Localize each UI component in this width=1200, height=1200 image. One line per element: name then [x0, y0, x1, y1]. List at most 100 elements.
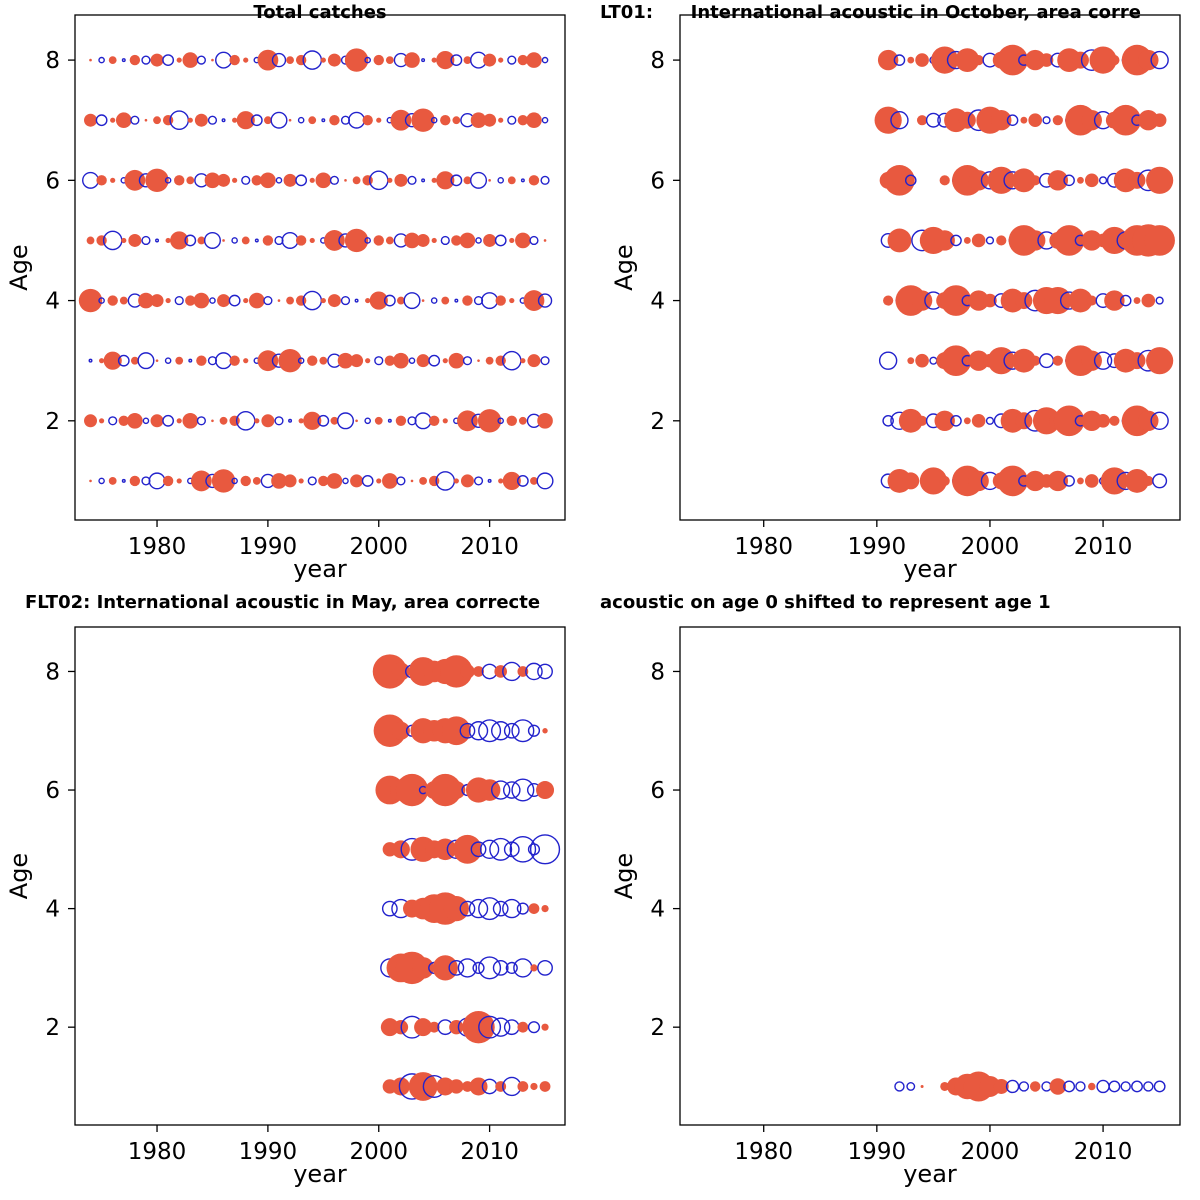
negative-bubble	[121, 478, 126, 483]
positive-bubble	[182, 52, 199, 68]
negative-bubble	[929, 356, 938, 365]
positive-bubble	[991, 110, 1012, 131]
positive-bubble	[1028, 113, 1043, 128]
positive-bubble	[412, 957, 434, 979]
positive-bubble	[459, 232, 476, 249]
negative-bubble	[487, 478, 492, 483]
positive-bubble	[295, 295, 307, 306]
positive-bubble	[485, 356, 494, 365]
positive-bubble	[1025, 470, 1046, 492]
negative-bubble	[507, 115, 517, 125]
positive-bubble	[89, 58, 92, 62]
positive-bubble	[920, 1084, 924, 1088]
positive-bubble	[1029, 1081, 1041, 1092]
positive-bubble	[542, 728, 548, 734]
negative-bubble	[383, 294, 396, 307]
positive-bubble	[528, 903, 540, 915]
positive-bubble	[453, 834, 482, 864]
negative-bubble	[950, 234, 962, 247]
negative-bubble	[1063, 475, 1075, 487]
negative-bubble	[396, 476, 406, 486]
positive-bubble	[298, 418, 304, 424]
positive-bubble	[303, 411, 322, 430]
positive-bubble	[502, 471, 521, 491]
negative-bubble	[475, 237, 482, 244]
positive-bubble	[329, 115, 340, 126]
negative-bubble	[525, 662, 543, 681]
positive-bubble	[110, 177, 116, 183]
positive-bubble	[1068, 288, 1093, 313]
positive-bubble	[993, 1078, 1009, 1094]
positive-bubble	[543, 239, 547, 242]
positive-bubble	[254, 418, 260, 424]
negative-bubble	[231, 477, 238, 485]
positive-bubble	[307, 355, 318, 366]
negative-bubble	[511, 778, 535, 802]
negative-bubble	[387, 418, 392, 423]
positive-bubble	[229, 355, 240, 366]
positive-bubble	[1084, 173, 1099, 188]
positive-bubble	[887, 228, 912, 253]
negative-bubble	[505, 961, 518, 974]
negative-bubble	[274, 416, 284, 426]
negative-bubble	[516, 475, 529, 487]
positive-bubble	[443, 896, 469, 922]
panel3-plot: 1980 1990 2000 2010 2 4 6 8 year Age	[5, 626, 566, 1188]
negative-bubble	[1119, 294, 1132, 307]
positive-bubble	[541, 1023, 549, 1031]
positive-bubble	[498, 57, 504, 63]
negative-bubble	[459, 900, 476, 917]
positive-bubble	[462, 295, 473, 306]
positive-bubble	[295, 235, 307, 246]
positive-bubble	[1110, 104, 1142, 136]
x-tick-label: 2010	[1074, 534, 1133, 560]
x-tick-label: 2000	[961, 1139, 1020, 1165]
y-tick-label: 6	[650, 168, 665, 194]
negative-bubble	[231, 237, 238, 244]
positive-bubble	[1039, 53, 1054, 67]
positive-bubble	[536, 781, 555, 800]
positive-bubble	[240, 475, 251, 487]
plot-box	[679, 626, 1181, 1126]
negative-bubble	[348, 111, 366, 129]
positive-bubble	[968, 350, 989, 371]
positive-bubble	[539, 1081, 551, 1092]
positive-bubble	[128, 233, 142, 247]
positive-bubble	[488, 179, 491, 182]
x-axis-label: year	[903, 1160, 957, 1188]
positive-bubble	[390, 109, 412, 131]
positive-bubble	[1109, 415, 1120, 426]
negative-bubble	[108, 416, 118, 426]
negative-bubble	[215, 352, 233, 370]
negative-bubble	[98, 297, 105, 304]
y-tick-label: 8	[650, 48, 665, 74]
positive-bubble	[452, 116, 461, 125]
positive-bubble	[344, 228, 369, 253]
positive-bubble	[190, 470, 212, 492]
positive-bubble	[382, 473, 398, 489]
negative-bubble	[468, 898, 489, 919]
plot-box	[74, 14, 566, 521]
positive-bubble	[365, 358, 371, 364]
negative-bubble	[1152, 473, 1168, 489]
positive-bubble	[1081, 230, 1102, 251]
positive-bubble	[526, 52, 542, 68]
negative-bubble	[98, 56, 105, 64]
negative-bubble	[502, 898, 522, 919]
positive-bubble	[1100, 467, 1128, 495]
negative-bubble	[1131, 1080, 1143, 1093]
positive-bubble	[419, 477, 427, 485]
negative-bubble	[250, 114, 263, 127]
positive-bubble	[530, 964, 538, 972]
negative-bubble	[1063, 1080, 1076, 1093]
y-axis-label: Age	[610, 244, 638, 290]
positive-bubble	[530, 1082, 538, 1091]
negative-bubble	[457, 958, 478, 978]
panel2-title: LT01: International acoustic in October,…	[600, 2, 1142, 23]
positive-bubble	[1030, 355, 1041, 366]
positive-bubble	[440, 655, 473, 688]
negative-bubble	[203, 231, 221, 249]
y-tick-label: 6	[650, 778, 665, 804]
negative-bubble	[540, 175, 550, 185]
positive-bubble	[442, 418, 448, 424]
